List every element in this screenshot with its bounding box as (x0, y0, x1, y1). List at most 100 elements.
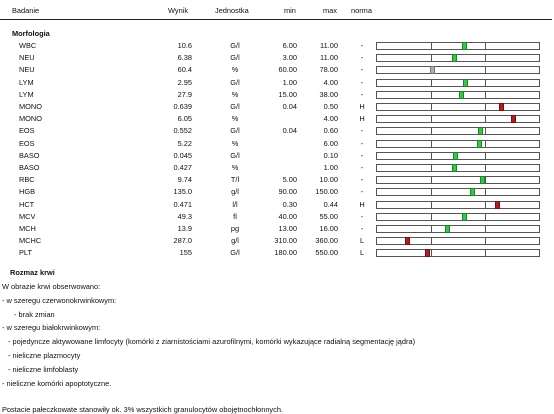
header-badanie: Badanie (12, 6, 40, 15)
result-flag: - (360, 77, 364, 87)
result-name: BASO (19, 163, 40, 172)
note-line: - w szeregu czerwonokrwinkowym: (2, 296, 117, 305)
result-min: 40.00 (278, 211, 298, 221)
result-flag: L (359, 236, 365, 246)
result-min: 1.00 (282, 77, 297, 87)
result-max: 10.00 (319, 175, 339, 185)
result-value: 2.95 (177, 77, 192, 87)
range-bar-tick (485, 79, 486, 86)
range-bar-tick (485, 116, 486, 123)
result-flag: - (360, 53, 364, 63)
note-line: - brak zmian (14, 310, 55, 319)
result-unit: % (231, 89, 239, 99)
range-bar-tick (431, 79, 432, 86)
range-marker (462, 212, 468, 221)
range-marker (480, 176, 486, 185)
range-bar (376, 90, 540, 99)
range-bar (376, 200, 540, 209)
range-bar (376, 127, 540, 136)
range-bar-tick (431, 104, 432, 110)
range-bar-tick (485, 104, 486, 110)
table-row: MCHC 287.0 g/l 310.00 360.00 L (0, 235, 554, 247)
result-unit: % (231, 138, 239, 148)
table-row: HCT 0.471 l/l 0.30 0.44 H (0, 199, 554, 211)
range-bar (376, 237, 540, 246)
range-bar-tick (431, 165, 432, 171)
range-bar (376, 212, 540, 221)
result-flag: - (360, 163, 364, 172)
result-flag: - (360, 211, 364, 221)
note-line: - w szeregu białokrwinkowym: (2, 323, 101, 332)
range-bar (376, 78, 540, 87)
result-max: 38.00 (319, 89, 339, 99)
result-min: 0.04 (282, 102, 297, 111)
range-bar-tick (431, 116, 432, 123)
result-flag: - (360, 224, 364, 233)
result-name: NEU (19, 65, 35, 75)
result-flag: - (360, 65, 364, 75)
range-bar-tick (431, 201, 432, 208)
range-bar-tick (431, 213, 432, 220)
result-min: 5.00 (282, 175, 297, 185)
result-min: 15.00 (278, 89, 298, 99)
table-row: MCV 49.3 fl 40.00 55.00 - (0, 211, 554, 223)
result-name: RBC (19, 175, 35, 185)
range-marker (494, 200, 500, 209)
result-value: 49.3 (177, 211, 192, 221)
result-unit: fl (233, 211, 237, 221)
range-marker (445, 225, 451, 233)
range-bar-tick (485, 128, 486, 135)
range-marker (430, 66, 436, 75)
result-max: 0.50 (323, 102, 338, 111)
result-flag: L (359, 248, 365, 258)
range-bar (376, 103, 540, 111)
table-row: EOS 5.22% 6.00 - (0, 138, 554, 150)
range-bar-tick (485, 91, 486, 98)
result-name: HGB (19, 187, 36, 197)
note-line: Postacie pałeczkowate stanowiły ok. 3% w… (2, 405, 283, 414)
range-bar (376, 176, 540, 185)
result-max: 78.00 (319, 65, 339, 75)
result-name: MCV (19, 211, 36, 221)
result-name: WBC (19, 41, 37, 50)
table-row: MCH 13.9 pg 13.00 16.00 - (0, 223, 554, 235)
result-flag: H (359, 199, 365, 209)
note-line: - nieliczne plazmocyty (8, 351, 81, 360)
note-line: - nieliczne limfoblasty (8, 365, 79, 374)
range-bar-tick (485, 189, 486, 196)
result-max: 4.00 (323, 114, 338, 124)
result-max: 1.00 (323, 163, 338, 172)
result-max: 6.00 (323, 138, 338, 148)
table-row: MONO 6.05% 4.00 H (0, 113, 554, 125)
range-marker (461, 42, 467, 50)
result-value: 155 (179, 248, 192, 258)
range-bar-tick (431, 43, 432, 49)
range-bar (376, 188, 540, 197)
range-bar (376, 139, 540, 148)
result-value: 60.4 (177, 65, 192, 75)
note-line: W obrazie krwi obserwowano: (2, 282, 101, 291)
table-row: RBC 9.74 T/l 5.00 10.00 - (0, 174, 554, 186)
range-bar-tick (431, 238, 432, 245)
result-name: BASO (19, 150, 40, 160)
result-unit: % (231, 163, 239, 172)
result-max: 150.00 (315, 187, 338, 197)
result-flag: H (359, 102, 365, 111)
result-flag: - (360, 89, 364, 99)
table-row: NEU 6.38 G/l 3.00 11.00 - (0, 52, 554, 64)
result-name: PLT (19, 248, 33, 258)
header-jednostka: Jednostka (215, 6, 249, 15)
result-max: 0.44 (323, 199, 338, 209)
result-flag: - (360, 126, 364, 136)
range-bar-tick (485, 213, 486, 220)
result-max: 0.60 (323, 126, 338, 136)
table-row: MONO 0.639 G/l 0.04 0.50 H (0, 101, 554, 113)
result-unit: pg (230, 224, 240, 233)
table-row: BASO 0.427% 1.00 - (0, 162, 554, 174)
range-bar (376, 225, 540, 233)
result-max: 0.10 (323, 150, 338, 160)
result-min: 60.00 (278, 65, 298, 75)
result-unit: % (231, 114, 239, 124)
result-unit: G/l (230, 150, 240, 160)
result-name: HCT (19, 199, 35, 209)
